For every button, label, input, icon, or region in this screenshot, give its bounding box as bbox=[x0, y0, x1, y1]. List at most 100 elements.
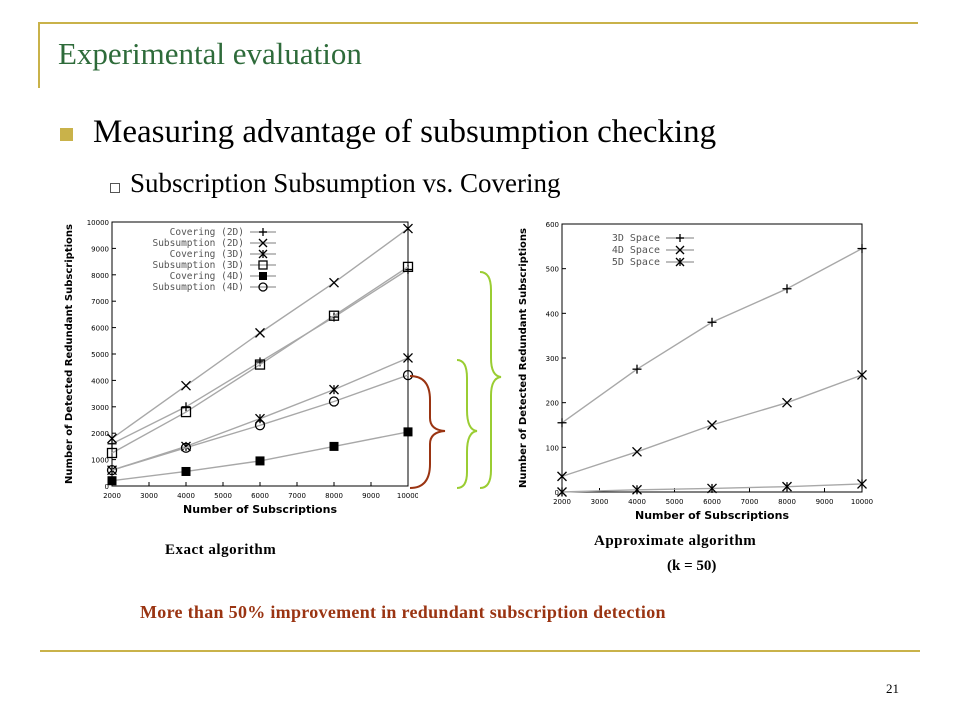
y-axis-label: Number of Detected Redundant Subscriptio… bbox=[518, 228, 529, 488]
data-point-marker bbox=[180, 442, 192, 453]
legend-marker bbox=[676, 234, 684, 242]
data-point-marker bbox=[857, 370, 867, 380]
y-tick-label: 6000 bbox=[91, 325, 109, 333]
data-point-marker bbox=[632, 364, 642, 374]
data-point-marker bbox=[632, 484, 642, 495]
data-point-marker bbox=[106, 465, 118, 476]
x-tick-label: 3000 bbox=[140, 492, 158, 500]
data-point-marker bbox=[403, 353, 413, 363]
plot-frame bbox=[561, 223, 863, 493]
data-point-marker bbox=[107, 476, 117, 486]
data-point-marker bbox=[181, 380, 191, 391]
caption-approximate-algorithm: Approximate algorithm bbox=[594, 533, 757, 549]
data-point-marker bbox=[329, 441, 339, 451]
series-line bbox=[111, 374, 409, 471]
y-tick-label: 200 bbox=[546, 400, 559, 408]
legend-marker bbox=[258, 260, 268, 270]
data-point-marker bbox=[403, 223, 413, 234]
legend-marker bbox=[258, 249, 268, 259]
y-tick-label: 300 bbox=[546, 355, 559, 363]
x-tick-label: 8000 bbox=[325, 492, 343, 500]
data-point-marker bbox=[181, 466, 191, 476]
title-rule-horizontal bbox=[38, 22, 918, 24]
data-point-marker bbox=[707, 317, 717, 327]
legend-marker bbox=[259, 228, 267, 236]
y-tick-label: 2000 bbox=[91, 430, 109, 438]
legend-label: 5D Space bbox=[612, 257, 660, 268]
data-point-marker bbox=[782, 397, 792, 408]
x-tick-label: 7000 bbox=[741, 498, 759, 506]
data-point-marker bbox=[181, 402, 191, 412]
legend-label: Subsumption (2D) bbox=[152, 238, 244, 249]
data-point-marker bbox=[557, 418, 567, 428]
y-tick-label: 8000 bbox=[91, 272, 109, 280]
exact-algorithm-chart: 2000 3000 4000 5000 6000 7000 8000 9000 10000 0 10… bbox=[62, 208, 418, 520]
data-point-marker bbox=[402, 261, 414, 273]
legend-label: Subsumption (3D) bbox=[152, 260, 244, 271]
comparison-braces bbox=[409, 271, 502, 489]
x-tick-label: 7000 bbox=[288, 492, 306, 500]
data-point-marker bbox=[254, 420, 266, 431]
slide-title: Experimental evaluation bbox=[58, 36, 362, 71]
y-tick-label: 100 bbox=[546, 444, 559, 452]
x-tick-label: 5000 bbox=[666, 498, 684, 506]
legend-label: Covering (4D) bbox=[170, 271, 244, 282]
bullet-square-icon bbox=[60, 128, 73, 141]
data-point-marker bbox=[707, 420, 717, 430]
legend-marker bbox=[259, 272, 267, 280]
sub-bullet-square-icon bbox=[110, 183, 120, 193]
legend-label: 3D Space bbox=[612, 233, 660, 244]
conclusion-text: More than 50% improvement in redundant s… bbox=[140, 602, 666, 622]
y-tick-label: 0 bbox=[105, 483, 109, 491]
data-point-marker bbox=[255, 456, 265, 466]
y-tick-label: 0 bbox=[555, 489, 559, 497]
x-tick-label: 9000 bbox=[362, 492, 380, 500]
y-tick-label: 600 bbox=[546, 221, 559, 229]
data-point-marker bbox=[254, 359, 266, 370]
data-point-marker bbox=[107, 433, 117, 444]
data-point-marker bbox=[107, 439, 117, 449]
x-tick-label: 4000 bbox=[628, 498, 646, 506]
series-line bbox=[111, 266, 409, 454]
data-point-marker bbox=[106, 447, 118, 459]
y-axis-label: Number of Detected Redundant Subscriptio… bbox=[64, 224, 75, 484]
data-point-marker bbox=[782, 284, 792, 294]
data-point-marker bbox=[857, 479, 867, 489]
y-tick-label: 9000 bbox=[91, 245, 109, 253]
y-tick-label: 5000 bbox=[91, 351, 109, 359]
x-tick-label: 6000 bbox=[703, 498, 721, 506]
y-tick-label: 7000 bbox=[91, 298, 109, 306]
x-tick-label: 9000 bbox=[816, 498, 834, 506]
y-tick-label: 10000 bbox=[87, 219, 109, 227]
legend-label: Covering (2D) bbox=[170, 227, 244, 238]
x-axis-label: Number of Subscriptions bbox=[635, 509, 789, 522]
approximate-algorithm-chart: 2000 3000 4000 5000 6000 7000 8000 9000 10000 0 10… bbox=[514, 208, 874, 524]
data-point-marker bbox=[403, 427, 413, 437]
data-point-marker bbox=[857, 244, 867, 254]
x-tick-label: 8000 bbox=[778, 498, 796, 506]
data-point-marker bbox=[782, 481, 792, 492]
x-tick-label: 5000 bbox=[214, 492, 232, 500]
x-tick-label: 2000 bbox=[553, 498, 571, 506]
legend-label: Subsumption (4D) bbox=[152, 282, 244, 293]
x-tick-label: 6000 bbox=[251, 492, 269, 500]
footer-rule bbox=[40, 650, 920, 652]
data-point-marker bbox=[557, 487, 567, 497]
data-point-marker bbox=[329, 384, 339, 395]
x-tick-label: 10000 bbox=[851, 498, 873, 506]
y-tick-label: 400 bbox=[546, 310, 559, 318]
legend-marker bbox=[675, 257, 685, 267]
title-rule-vertical bbox=[38, 22, 40, 88]
x-tick-label: 3000 bbox=[591, 498, 609, 506]
data-point-marker bbox=[328, 310, 340, 321]
y-tick-label: 3000 bbox=[91, 404, 109, 412]
legend-label: 4D Space bbox=[612, 245, 660, 256]
bullet-sub: Subscription Subsumption vs. Covering bbox=[130, 168, 561, 198]
y-tick-label: 4000 bbox=[91, 377, 109, 385]
brown-brace bbox=[409, 375, 446, 489]
green-brace-outer bbox=[479, 271, 502, 489]
y-tick-label: 1000 bbox=[91, 457, 109, 465]
data-point-marker bbox=[557, 471, 567, 482]
series-line bbox=[111, 357, 409, 471]
data-point-marker bbox=[255, 327, 265, 338]
